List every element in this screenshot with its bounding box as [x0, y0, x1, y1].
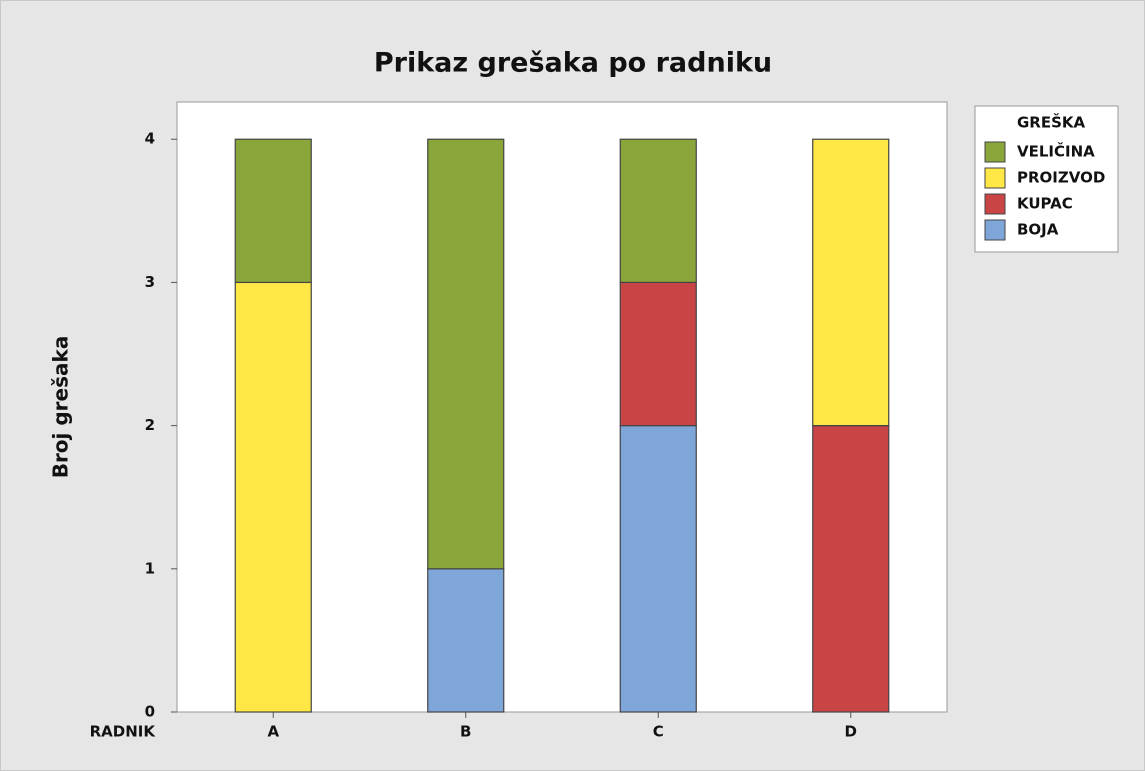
chart-title: Prikaz grešaka po radniku [374, 48, 772, 79]
bar-segment [619, 425, 697, 713]
y-axis-label: Broj grešaka [49, 336, 73, 479]
bar-segment [619, 281, 697, 427]
bar-segment [812, 138, 890, 427]
bar-segment [427, 138, 505, 570]
y-tick-label: 2 [145, 416, 155, 434]
legend-label: BOJA [1017, 221, 1059, 239]
legend-swatch [984, 141, 1006, 163]
y-tick-label: 1 [145, 559, 155, 577]
y-tick-label: 3 [145, 273, 155, 291]
bar-segment [234, 138, 312, 284]
x-tick-label: C [653, 723, 664, 741]
legend-label: VELIČINA [1017, 142, 1095, 161]
legend-swatch [984, 219, 1006, 241]
legend-swatch [984, 167, 1006, 189]
y-tick-label: 0 [145, 703, 155, 721]
y-tick-label: 4 [145, 130, 155, 148]
bar-segment [234, 281, 312, 713]
legend-title: GREŠKA [1017, 113, 1086, 132]
legend-label: PROIZVOD [1017, 169, 1105, 187]
x-tick-label: B [460, 723, 471, 741]
bar-segment [619, 138, 697, 284]
legend-label: KUPAC [1017, 195, 1073, 213]
x-tick-label: A [267, 723, 279, 741]
legend-swatch [984, 193, 1006, 215]
x-axis-label: RADNIK [90, 723, 157, 741]
bar-segment [812, 425, 890, 713]
bar-segment [427, 568, 505, 713]
x-tick-label: D [845, 723, 857, 741]
